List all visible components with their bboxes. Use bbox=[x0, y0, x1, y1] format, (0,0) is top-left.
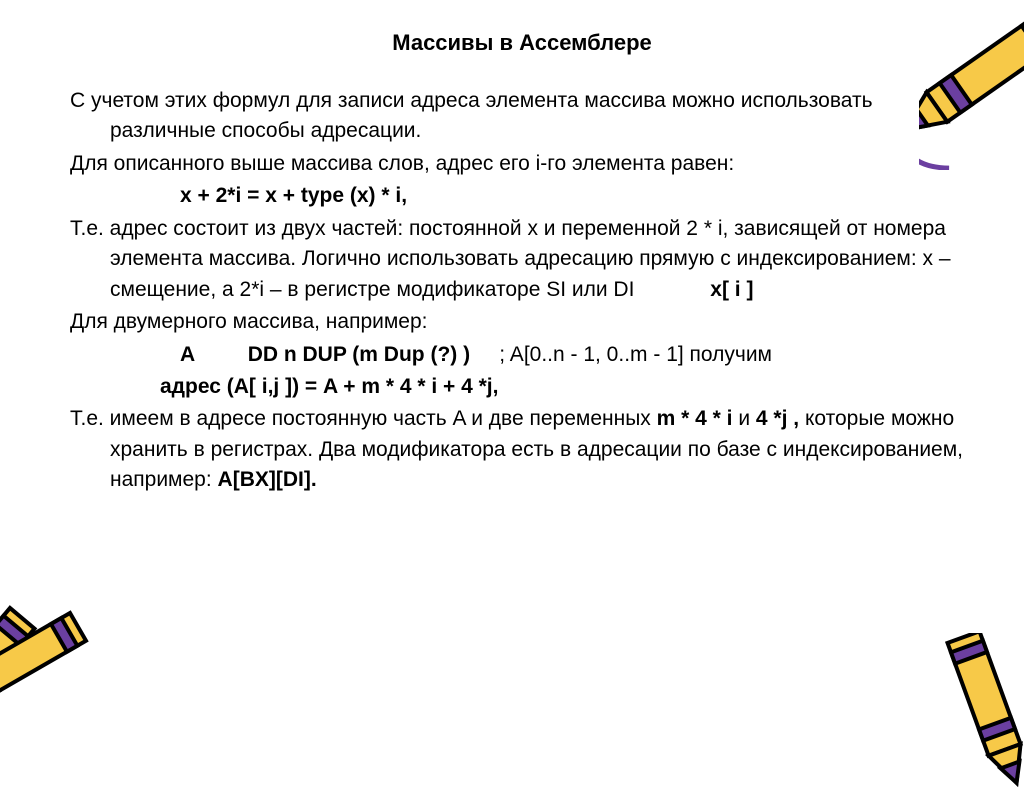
p5-b: m * 4 * i bbox=[657, 407, 733, 430]
paragraph-3: Т.е. адрес состоит из двух частей: посто… bbox=[70, 214, 974, 305]
paragraph-3-index: x[ i ] bbox=[710, 278, 753, 301]
paragraph-5: Т.е. имеем в адресе постоянную часть A и… bbox=[70, 404, 974, 495]
formula-3: адрес (A[ i,j ]) = A + m * 4 * i + 4 *j, bbox=[70, 372, 974, 402]
slide-content: Массивы в Ассемблере С учетом этих форму… bbox=[0, 0, 1024, 528]
p5-d: 4 *j , bbox=[756, 407, 799, 430]
p5-c: и bbox=[733, 407, 756, 430]
formula-2: A DD n DUP (m Dup (?) ) ; A[0..n - 1, 0.… bbox=[70, 340, 974, 370]
formula-2-comment: ; A[0..n - 1, 0..m - 1] получим bbox=[499, 343, 772, 366]
formula-1: x + 2*i = x + type (x) * i, bbox=[70, 181, 974, 211]
paragraph-1: С учетом этих формул для записи адреса э… bbox=[70, 86, 974, 147]
p5-a: Т.е. имеем в адресе постоянную часть A и… bbox=[70, 407, 657, 430]
slide-title: Массивы в Ассемблере bbox=[70, 30, 974, 56]
formula-2-decl: DD n DUP (m Dup (?) ) bbox=[248, 343, 470, 366]
paragraph-3-text: Т.е. адрес состоит из двух частей: посто… bbox=[70, 217, 951, 301]
p5-f: A[BX][DI]. bbox=[218, 468, 317, 491]
crayon-bottom-left bbox=[0, 588, 210, 788]
paragraph-2: Для описанного выше массива слов, адрес … bbox=[70, 149, 974, 179]
crayon-bottom-right bbox=[919, 633, 1024, 793]
slide-body: С учетом этих формул для записи адреса э… bbox=[70, 86, 974, 496]
paragraph-4: Для двумерного массива, например: bbox=[70, 307, 974, 337]
formula-2-label: A bbox=[180, 343, 195, 366]
